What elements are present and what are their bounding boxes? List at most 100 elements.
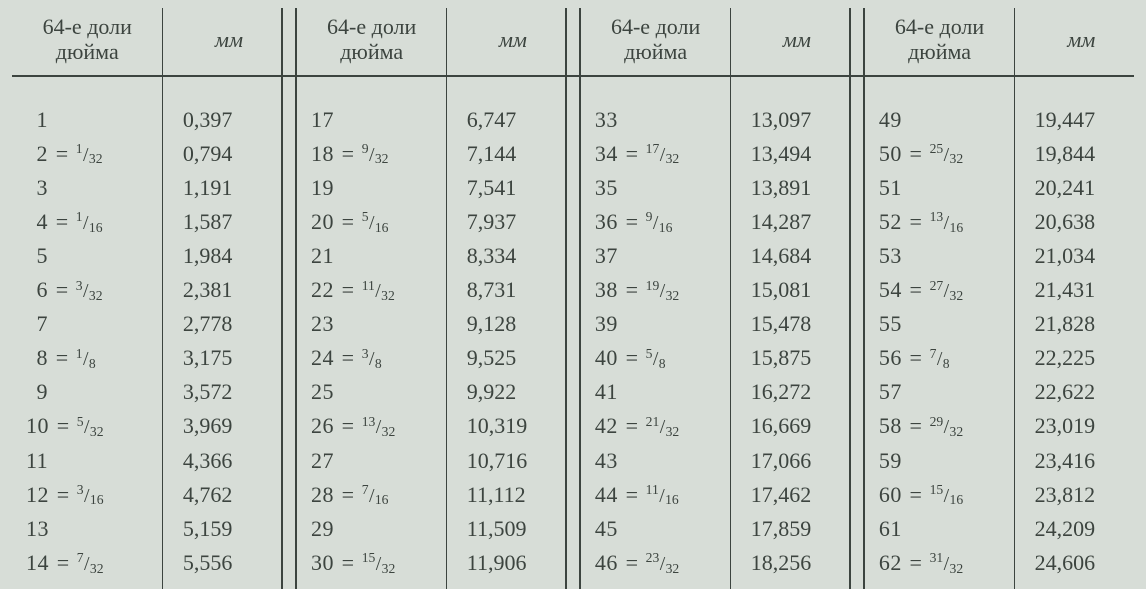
cell-mm: 10,319 <box>461 409 566 443</box>
group-sep <box>850 341 864 375</box>
col-sep <box>447 546 461 580</box>
table-row: 12=3/164,76228=7/1611,11244=11/1617,4626… <box>12 478 1134 512</box>
cell-mm: 22,622 <box>1029 375 1134 409</box>
conversion-table-page: { "headers": { "frac": "64-е доли\nдюйма… <box>0 0 1146 589</box>
table-row: 72,778239,1283915,4785521,828 <box>12 307 1134 341</box>
cell-frac: 3 <box>12 171 163 205</box>
cell-frac: 35 <box>580 171 731 205</box>
col-sep <box>1015 512 1029 546</box>
cell-blank <box>461 76 566 103</box>
cell-mm: 7,937 <box>461 205 566 239</box>
col-sep <box>447 137 461 171</box>
col-sep <box>731 546 745 580</box>
col-sep <box>731 205 745 239</box>
col-sep <box>1015 137 1029 171</box>
cell-mm: 2,778 <box>177 307 282 341</box>
cell-mm: 11,906 <box>461 546 566 580</box>
col-header-frac: 64-е долидюйма <box>580 8 731 76</box>
group-sep <box>850 307 864 341</box>
group-sep <box>850 76 864 103</box>
col-sep <box>1015 239 1029 273</box>
col-sep <box>1015 341 1029 375</box>
cell-frac: 43 <box>580 444 731 478</box>
col-sep <box>731 512 745 546</box>
cell-mm: 4,762 <box>177 478 282 512</box>
cell-mm: 19,447 <box>1029 103 1134 137</box>
col-header-mm: мм <box>745 8 850 76</box>
col-header-frac: 64-е долидюйма <box>864 8 1015 76</box>
col-sep <box>447 375 461 409</box>
cell-frac: 9 <box>12 375 163 409</box>
col-header-mm: мм <box>177 8 282 76</box>
cell-mm: 0,794 <box>177 137 282 171</box>
group-sep <box>282 341 296 375</box>
col-sep <box>447 76 461 103</box>
cell-mm: 24,209 <box>1029 512 1134 546</box>
cell-frac: 52=13/16 <box>864 205 1015 239</box>
col-sep <box>163 76 177 103</box>
cell-frac: 28=7/16 <box>296 478 447 512</box>
group-sep <box>566 171 580 205</box>
col-sep <box>1015 205 1029 239</box>
cell-frac: 50=25/32 <box>864 137 1015 171</box>
cell-frac: 53 <box>864 239 1015 273</box>
cell-frac: 4=1/16 <box>12 205 163 239</box>
cell-mm: 1,984 <box>177 239 282 273</box>
group-sep <box>282 8 296 76</box>
col-sep <box>731 8 745 76</box>
col-sep <box>1015 273 1029 307</box>
col-sep <box>731 273 745 307</box>
cell-frac: 15 <box>12 580 163 589</box>
group-sep <box>566 478 580 512</box>
col-sep <box>731 580 745 589</box>
group-sep <box>850 8 864 76</box>
col-sep <box>163 8 177 76</box>
cell-frac: 54=27/32 <box>864 273 1015 307</box>
cell-mm: 13,891 <box>745 171 850 205</box>
cell-mm: 22,225 <box>1029 341 1134 375</box>
col-sep <box>731 375 745 409</box>
col-sep <box>1015 171 1029 205</box>
col-sep <box>163 307 177 341</box>
cell-frac: 7 <box>12 307 163 341</box>
cell-frac: 13 <box>12 512 163 546</box>
group-sep <box>282 580 296 589</box>
group-sep <box>850 580 864 589</box>
col-sep <box>447 103 461 137</box>
col-sep <box>1015 478 1029 512</box>
group-sep <box>850 478 864 512</box>
cell-mm: 21,828 <box>1029 307 1134 341</box>
table-row: 2=1/320,79418=9/327,14434=17/3213,49450=… <box>12 137 1134 171</box>
cell-mm: 15,478 <box>745 307 850 341</box>
cell-frac: 58=29/32 <box>864 409 1015 443</box>
col-sep <box>163 478 177 512</box>
cell-mm: 5,159 <box>177 512 282 546</box>
cell-mm: 4,366 <box>177 444 282 478</box>
cell-mm: 3,572 <box>177 375 282 409</box>
cell-mm: 16,669 <box>745 409 850 443</box>
cell-mm: 8,731 <box>461 273 566 307</box>
cell-mm: 0,397 <box>177 103 282 137</box>
group-sep <box>282 478 296 512</box>
cell-mm: 19,844 <box>1029 137 1134 171</box>
col-sep <box>163 137 177 171</box>
cell-frac: 21 <box>296 239 447 273</box>
cell-frac: 42=21/32 <box>580 409 731 443</box>
cell-blank <box>745 76 850 103</box>
cell-mm: 17,066 <box>745 444 850 478</box>
conversion-table: 64-е долидюйма мм 64-е долидюйма мм 64-е… <box>12 8 1134 589</box>
group-sep <box>566 546 580 580</box>
cell-frac: 27 <box>296 444 447 478</box>
cell-frac: 56=7/8 <box>864 341 1015 375</box>
col-sep <box>447 239 461 273</box>
cell-mm: 20,241 <box>1029 171 1134 205</box>
col-sep <box>447 307 461 341</box>
col-sep <box>163 375 177 409</box>
col-sep <box>1015 546 1029 580</box>
group-sep <box>282 375 296 409</box>
cell-frac: 1 <box>12 103 163 137</box>
col-sep <box>1015 8 1029 76</box>
table-row: 31,191197,5413513,8915120,241 <box>12 171 1134 205</box>
cell-mm: 10,716 <box>461 444 566 478</box>
col-header-mm: мм <box>461 8 566 76</box>
